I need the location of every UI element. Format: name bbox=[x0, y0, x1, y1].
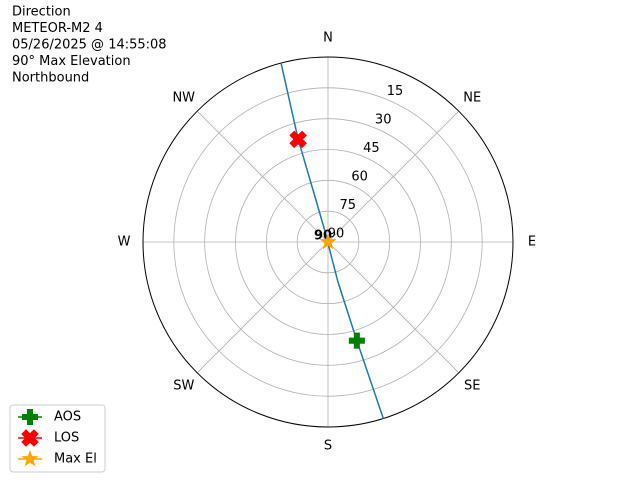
theta-tick-label: SE bbox=[464, 379, 480, 394]
r-tick-label: 60 bbox=[351, 170, 368, 185]
outer-frame bbox=[142, 56, 514, 428]
grid-spoke bbox=[327, 241, 460, 374]
legend-label: LOS bbox=[54, 431, 79, 446]
legend-label: AOS bbox=[54, 410, 81, 425]
r-tick-label: 30 bbox=[375, 113, 392, 128]
r-tick-label: 90 bbox=[328, 227, 345, 242]
legend: AOS LOS Max El bbox=[9, 404, 106, 473]
theta-tick-label: W bbox=[118, 235, 131, 250]
title-line: Direction bbox=[12, 5, 71, 20]
r-tick-label: 15 bbox=[387, 84, 404, 99]
theta-tick-label: NE bbox=[463, 90, 481, 105]
title-line: 90° Max Elevation bbox=[12, 54, 131, 69]
marker-star bbox=[319, 233, 337, 250]
marker-plus bbox=[348, 332, 365, 349]
theta-tick-label: E bbox=[528, 235, 536, 250]
theta-tick-label: S bbox=[324, 439, 332, 454]
grid-spoke bbox=[196, 110, 329, 243]
theta-tick-label: NW bbox=[172, 90, 195, 105]
legend-label: Max El bbox=[54, 452, 97, 467]
legend-marker bbox=[21, 450, 39, 467]
legend-frame bbox=[9, 404, 106, 473]
legend-marker bbox=[21, 429, 39, 447]
grid-spoke bbox=[327, 110, 460, 243]
r-tick-label: 75 bbox=[340, 198, 357, 213]
title-line: 05/26/2025 @ 14:55:08 bbox=[12, 38, 167, 53]
marker-x bbox=[289, 130, 307, 149]
r-tick-label: 45 bbox=[363, 141, 380, 156]
theta-tick-label: SW bbox=[173, 379, 194, 394]
legend-marker bbox=[22, 409, 38, 425]
title-line: Northbound bbox=[12, 71, 89, 86]
grid-spoke bbox=[196, 241, 329, 374]
theta-tick-label: N bbox=[323, 31, 333, 46]
title-line: METEOR-M2 4 bbox=[12, 21, 103, 36]
